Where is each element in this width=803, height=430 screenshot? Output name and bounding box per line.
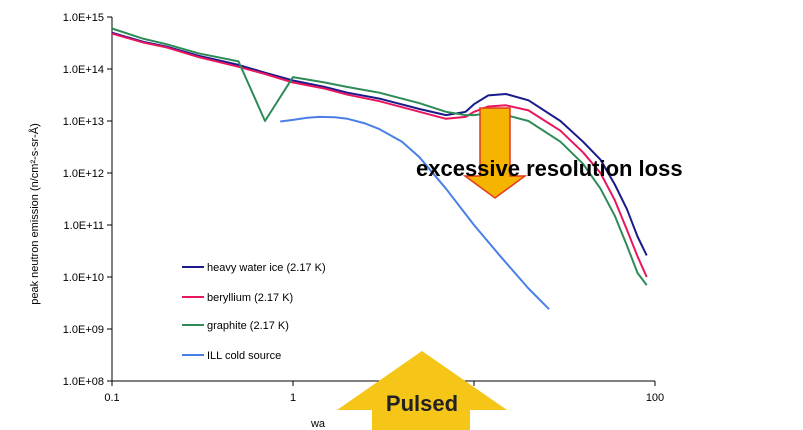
- series-lines: [111, 27, 648, 310]
- legend: heavy water ice (2.17 K) beryllium (2.17 …: [182, 262, 326, 362]
- legend-label: graphite (2.17 K): [207, 320, 289, 332]
- y-axis-title: peak neutron emission (n/cm²-s-sr-Å): [28, 123, 41, 305]
- y-tick-label: 1.0E+11: [64, 220, 104, 232]
- y-tick-label: 1.0E+14: [63, 64, 104, 76]
- resolution-loss-label: excessive resolution loss: [416, 156, 683, 181]
- pulsed-label: Pulsed: [386, 391, 458, 416]
- legend-label: ILL cold source: [207, 350, 281, 362]
- y-tick-label: 1.0E+10: [63, 272, 104, 284]
- y-tick-label: 1.0E+08: [63, 376, 104, 388]
- annotations: excessive resolution loss Pulsed: [337, 107, 683, 430]
- x-tick-label: 1: [290, 392, 296, 404]
- series-line-2: [111, 32, 648, 278]
- y-tick-label: 1.0E+15: [63, 12, 104, 24]
- x-tick-label: 0.1: [104, 392, 119, 404]
- resolution-loss-arrow: [462, 107, 528, 199]
- axes: 1.0E+08 1.0E+09 1.0E+10 1.0E+11 1.0E+12 1.0E+…: [28, 12, 664, 430]
- series-line-4: [280, 115, 550, 310]
- x-tick-label: 100: [646, 392, 664, 404]
- legend-label: beryllium (2.17 K): [207, 292, 293, 304]
- pulsed-marker-arrow: [337, 351, 507, 430]
- y-tick-label: 1.0E+13: [63, 116, 104, 128]
- series-line-1: [111, 31, 648, 256]
- y-tick-label: 1.0E+09: [63, 324, 104, 336]
- x-axis-title: wa: [310, 418, 326, 430]
- legend-label: heavy water ice (2.17 K): [207, 262, 326, 274]
- series-line-3: [111, 27, 648, 286]
- y-tick-label: 1.0E+12: [63, 168, 104, 180]
